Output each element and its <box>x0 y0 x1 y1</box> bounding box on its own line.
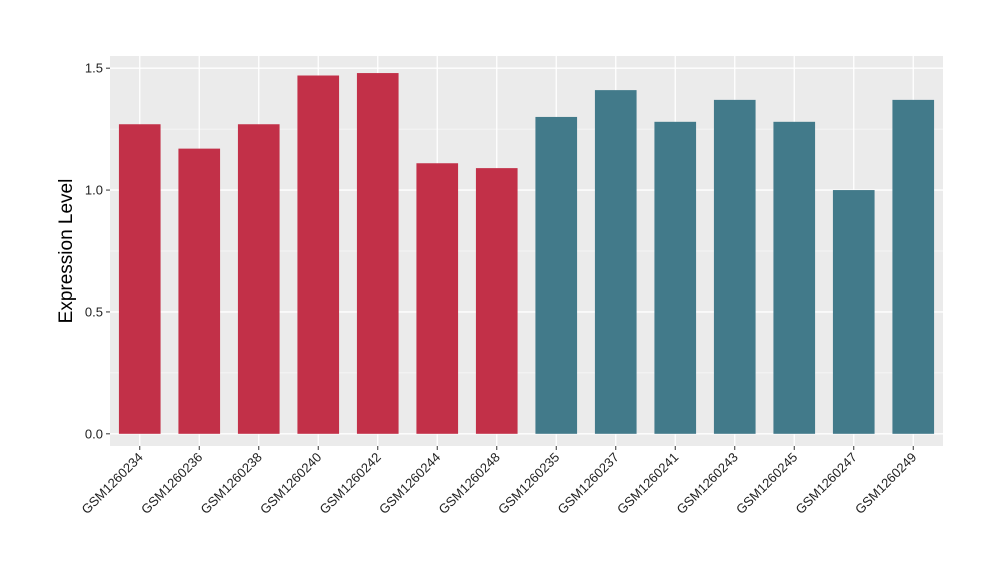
x-tick-label: GSM1260234 <box>79 450 146 517</box>
bar-GSM1260234 <box>118 124 161 434</box>
bar-GSM1260238 <box>237 124 280 434</box>
x-tick-label: GSM1260248 <box>436 450 503 517</box>
bars <box>118 73 935 434</box>
bar-GSM1260243 <box>713 99 756 434</box>
x-axis: GSM1260234GSM1260236GSM1260238GSM1260240… <box>79 446 919 517</box>
bar-GSM1260237 <box>594 90 637 434</box>
x-tick-label: GSM1260242 <box>317 450 384 517</box>
x-tick-label: GSM1260249 <box>852 450 919 517</box>
y-axis: 0.0 0.5 1.0 1.5 <box>85 61 110 441</box>
x-tick-label: GSM1260245 <box>733 450 800 517</box>
y-tick-label: 1.0 <box>85 183 103 198</box>
bar-GSM1260236 <box>178 148 221 434</box>
x-tick-label: GSM1260235 <box>495 450 562 517</box>
x-tick-label: GSM1260236 <box>138 450 205 517</box>
x-tick-label: GSM1260247 <box>793 450 860 517</box>
y-tick-label: 1.5 <box>85 61 103 76</box>
bar-GSM1260247 <box>832 190 875 434</box>
x-tick-label: GSM1260238 <box>198 450 265 517</box>
y-tick-label: 0.0 <box>85 426 103 441</box>
x-tick-label: GSM1260244 <box>376 450 443 517</box>
bar-GSM1260244 <box>416 163 459 434</box>
y-tick-label: 0.5 <box>85 304 103 319</box>
bar-GSM1260249 <box>892 99 935 434</box>
bar-GSM1260235 <box>535 116 578 434</box>
y-axis-title: Expression Level <box>56 179 77 324</box>
bar-GSM1260242 <box>356 73 399 434</box>
bar-GSM1260245 <box>773 121 816 434</box>
x-tick-label: GSM1260237 <box>555 450 622 517</box>
bar-GSM1260248 <box>475 168 518 434</box>
x-tick-label: GSM1260241 <box>614 450 681 517</box>
bar-GSM1260240 <box>297 75 340 434</box>
bar-GSM1260241 <box>654 121 697 434</box>
x-tick-label: GSM1260240 <box>257 450 324 517</box>
x-tick-label: GSM1260243 <box>674 450 741 517</box>
